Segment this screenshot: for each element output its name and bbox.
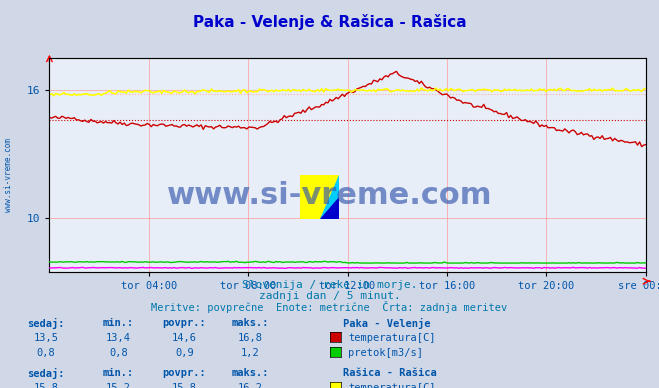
- Text: temperatura[C]: temperatura[C]: [348, 333, 436, 343]
- Text: maks.:: maks.:: [232, 318, 269, 328]
- Text: www.si-vreme.com: www.si-vreme.com: [167, 182, 492, 210]
- Text: povpr.:: povpr.:: [163, 318, 206, 328]
- Text: 0,9: 0,9: [175, 348, 194, 358]
- Text: zadnji dan / 5 minut.: zadnji dan / 5 minut.: [258, 291, 401, 301]
- Text: Paka - Velenje: Paka - Velenje: [343, 318, 430, 329]
- Text: sedaj:: sedaj:: [28, 368, 65, 379]
- Polygon shape: [320, 175, 339, 219]
- Text: 15,8: 15,8: [34, 383, 59, 388]
- Text: sedaj:: sedaj:: [28, 318, 65, 329]
- Text: 14,6: 14,6: [172, 333, 197, 343]
- Text: temperatura[C]: temperatura[C]: [348, 383, 436, 388]
- Text: 0,8: 0,8: [37, 348, 55, 358]
- Polygon shape: [320, 197, 339, 219]
- Text: min.:: min.:: [103, 368, 134, 378]
- Text: 15,8: 15,8: [172, 383, 197, 388]
- Text: 1,2: 1,2: [241, 348, 260, 358]
- Text: Paka - Velenje & Rašica - Rašica: Paka - Velenje & Rašica - Rašica: [192, 14, 467, 29]
- Text: povpr.:: povpr.:: [163, 368, 206, 378]
- Text: min.:: min.:: [103, 318, 134, 328]
- Text: 16,8: 16,8: [238, 333, 263, 343]
- Text: Rašica - Rašica: Rašica - Rašica: [343, 368, 436, 378]
- Text: 15,2: 15,2: [106, 383, 131, 388]
- Text: www.si-vreme.com: www.si-vreme.com: [4, 138, 13, 211]
- Text: maks.:: maks.:: [232, 368, 269, 378]
- Text: 13,4: 13,4: [106, 333, 131, 343]
- Text: 0,8: 0,8: [109, 348, 128, 358]
- Text: 16,2: 16,2: [238, 383, 263, 388]
- Polygon shape: [300, 175, 339, 219]
- Text: pretok[m3/s]: pretok[m3/s]: [348, 348, 423, 358]
- Text: Meritve: povprečne  Enote: metrične  Črta: zadnja meritev: Meritve: povprečne Enote: metrične Črta:…: [152, 301, 507, 313]
- Text: Slovenija / reke in morje.: Slovenija / reke in morje.: [242, 280, 417, 290]
- Text: 13,5: 13,5: [34, 333, 59, 343]
